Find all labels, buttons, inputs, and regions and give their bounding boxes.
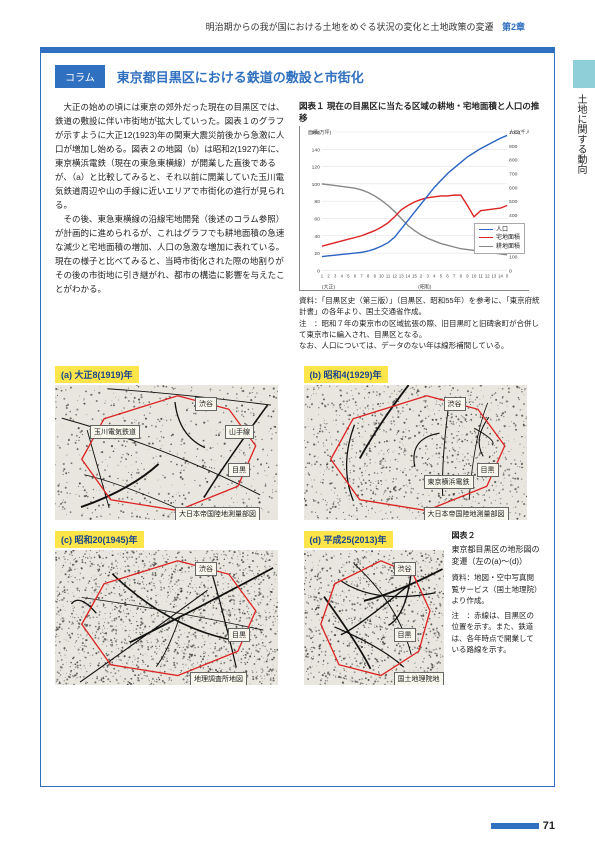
svg-text:12: 12 bbox=[392, 273, 397, 278]
map-label: 目黒 bbox=[228, 463, 250, 477]
sidebar-tab: 土地に関する動向 bbox=[573, 60, 595, 180]
svg-text:120: 120 bbox=[312, 165, 321, 171]
chart-notes: 資料：「目黒区史（第三版）」（目黒区、昭和55年）を参考に、「東京府統計書」の各… bbox=[299, 295, 540, 351]
map-d: (d) 平成25(2013)年 渋谷目黒国土地理院地図 bbox=[304, 530, 444, 685]
svg-text:140: 140 bbox=[312, 147, 321, 153]
map-label: 渋谷 bbox=[444, 397, 466, 411]
map-b: (b) 昭和4(1929)年 渋谷目黒東京横浜電鉄大日本帝国陸地測量部図 bbox=[304, 365, 541, 520]
svg-text:4: 4 bbox=[341, 273, 344, 278]
content-frame: コラム 東京都目黒区における鉄道の敷設と市街化 大正の始めの頃には東京の郊外だっ… bbox=[40, 47, 555, 787]
svg-text:12: 12 bbox=[485, 273, 490, 278]
svg-text:60: 60 bbox=[314, 216, 320, 222]
svg-text:8: 8 bbox=[460, 273, 463, 278]
svg-text:5: 5 bbox=[440, 273, 443, 278]
svg-text:(昭和): (昭和) bbox=[418, 283, 432, 290]
svg-text:8: 8 bbox=[367, 273, 370, 278]
svg-text:2: 2 bbox=[327, 273, 330, 278]
svg-text:80: 80 bbox=[314, 199, 320, 205]
page-header: 明治期からの我が国における土地をめぐる状況の変化と土地政策の変遷 第2章 bbox=[40, 20, 555, 33]
map-c-title: (c) 昭和20(1945)年 bbox=[55, 531, 144, 548]
map-caption-note: 注 ：赤線は、目黒区の位置を示す。また、鉄道は、各年時点で開業している路線を示す… bbox=[452, 610, 541, 655]
svg-text:100: 100 bbox=[509, 255, 518, 261]
svg-text:人口(千人): 人口(千人) bbox=[509, 129, 529, 136]
maps-grid: (a) 大正8(1919)年 渋谷玉川電気鉄道山手線目黒大日本帝国陸地測量部図 … bbox=[55, 365, 540, 685]
svg-text:9: 9 bbox=[466, 273, 469, 278]
svg-text:500: 500 bbox=[509, 199, 518, 205]
body-p1: 大正の始めの頃には東京の郊外だった現在の目黒区では、鉄道の敷設に伴い市街地が拡大… bbox=[55, 100, 285, 212]
svg-text:13: 13 bbox=[492, 273, 497, 278]
map-caption-title: 図表２ bbox=[452, 530, 541, 542]
svg-text:7: 7 bbox=[360, 273, 363, 278]
svg-text:7: 7 bbox=[453, 273, 456, 278]
svg-text:(大正): (大正) bbox=[322, 283, 336, 290]
svg-text:3: 3 bbox=[427, 273, 430, 278]
map-label: 渋谷 bbox=[394, 562, 416, 576]
chapter-number: 第2章 bbox=[502, 22, 525, 32]
svg-text:6: 6 bbox=[446, 273, 449, 278]
column-title: 東京都目黒区における鉄道の敷設と市街化 bbox=[117, 67, 364, 86]
map-label: 渋谷 bbox=[195, 397, 217, 411]
svg-text:40: 40 bbox=[314, 234, 320, 240]
map-caption: 図表２ 東京都目黒区の地形図の変遷（左の(a)～(d)） 資料：地図・空中写真閲… bbox=[452, 530, 541, 685]
svg-text:2: 2 bbox=[420, 273, 423, 278]
svg-text:900: 900 bbox=[509, 144, 518, 150]
map-label: 東京横浜電鉄 bbox=[424, 475, 474, 489]
line-chart: 0204060801001201401600100200300400500600… bbox=[299, 126, 529, 291]
map-label: 目黒 bbox=[228, 628, 250, 642]
svg-text:15: 15 bbox=[412, 273, 417, 278]
svg-text:6: 6 bbox=[354, 273, 357, 278]
svg-text:600: 600 bbox=[509, 185, 518, 191]
map-a-title: (a) 大正8(1919)年 bbox=[55, 366, 139, 383]
svg-text:0: 0 bbox=[317, 268, 320, 274]
chart-source: 資料：「目黒区史（第三版）」（目黒区、昭和55年）を参考に、「東京府統計書」の各… bbox=[299, 295, 540, 318]
map-c: (c) 昭和20(1945)年 渋谷目黒地理調査所地図 bbox=[55, 530, 292, 685]
svg-text:11: 11 bbox=[478, 273, 483, 278]
chart-title: 図表１ 現在の目黒区に当たる区域の耕地・宅地面積と人口の推移 bbox=[299, 100, 540, 124]
svg-text:400: 400 bbox=[509, 213, 518, 219]
map-label: 国土地理院地図 bbox=[394, 672, 444, 685]
svg-text:1: 1 bbox=[321, 273, 324, 278]
map-b-title: (b) 昭和4(1929)年 bbox=[304, 366, 388, 383]
column-badge: コラム bbox=[55, 65, 105, 88]
chart-legend: 人口 宅地面積 耕地面積 bbox=[474, 223, 525, 254]
map-label: 山手線 bbox=[225, 425, 254, 439]
svg-text:700: 700 bbox=[509, 171, 518, 177]
map-a: (a) 大正8(1919)年 渋谷玉川電気鉄道 山手線目黒大日本帝国陸地測量部図 bbox=[55, 365, 292, 520]
svg-text:9: 9 bbox=[374, 273, 377, 278]
body-p2: その後、東急東横線の沿線宅地開発（後述のコラム参照）が計画的に進められるが、これ… bbox=[55, 212, 285, 296]
svg-text:13: 13 bbox=[399, 273, 404, 278]
svg-text:11: 11 bbox=[386, 273, 391, 278]
map-label: 目黒 bbox=[394, 628, 416, 642]
header-text: 明治期からの我が国における土地をめぐる状況の変化と土地政策の変遷 bbox=[206, 22, 494, 32]
svg-text:800: 800 bbox=[509, 158, 518, 164]
svg-text:14: 14 bbox=[406, 273, 411, 278]
map-caption-source: 資料：地図・空中写真閲覧サービス（国土地理院）より作成。 bbox=[452, 572, 541, 606]
svg-text:面積(万坪): 面積(万坪) bbox=[308, 129, 332, 136]
map-d-title: (d) 平成25(2013)年 bbox=[304, 531, 393, 548]
map-label: 大日本帝国陸地測量部図 bbox=[175, 507, 260, 520]
chart-remark: 注 ：昭和７年の東京市の区域拡張の際、旧目黒町と旧碑衾町が合併して東京市に編入さ… bbox=[299, 318, 540, 352]
page-number: 71 bbox=[491, 820, 555, 832]
map-label: 目黒 bbox=[477, 463, 499, 477]
map-caption-sub: 東京都目黒区の地形図の変遷（左の(a)～(d)） bbox=[452, 544, 541, 568]
map-label: 地理調査所地図 bbox=[190, 672, 247, 685]
map-label: 大日本帝国陸地測量部図 bbox=[424, 507, 509, 520]
svg-text:100: 100 bbox=[312, 182, 321, 188]
sidebar-label: 土地に関する動向 bbox=[573, 88, 588, 174]
svg-text:14: 14 bbox=[498, 273, 503, 278]
svg-text:0: 0 bbox=[509, 268, 512, 274]
map-label: 玉川電気鉄道 bbox=[90, 425, 140, 439]
svg-text:5: 5 bbox=[347, 273, 350, 278]
svg-text:10: 10 bbox=[379, 273, 384, 278]
svg-text:4: 4 bbox=[433, 273, 436, 278]
svg-text:3: 3 bbox=[334, 273, 337, 278]
body-text: 大正の始めの頃には東京の郊外だった現在の目黒区では、鉄道の敷設に伴い市街地が拡大… bbox=[55, 100, 285, 351]
map-label: 渋谷 bbox=[195, 562, 217, 576]
svg-text:10: 10 bbox=[472, 273, 477, 278]
svg-text:20: 20 bbox=[314, 251, 320, 257]
